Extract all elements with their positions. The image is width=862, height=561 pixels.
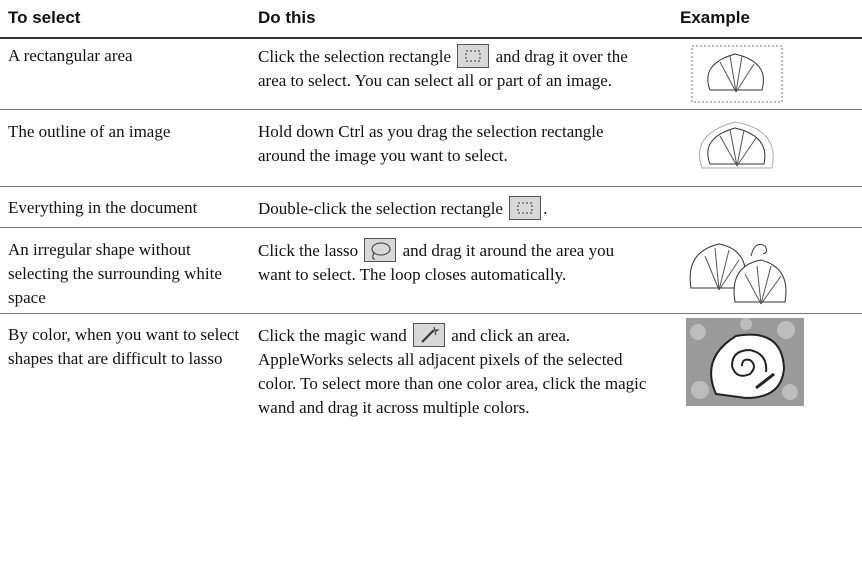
select-cell: The outline of an image bbox=[8, 122, 171, 141]
shell-image bbox=[698, 121, 774, 169]
select-cell: An irregular shape without selecting the… bbox=[8, 240, 222, 307]
rect-icon bbox=[509, 196, 542, 220]
text: . bbox=[543, 199, 548, 218]
do-cell: Click the selection rectangle and drag i… bbox=[258, 44, 653, 93]
do-cell: Hold down Ctrl as you drag the selection… bbox=[258, 122, 604, 165]
shells-image bbox=[689, 243, 787, 305]
select-cell: Everything in the document bbox=[8, 198, 198, 217]
header: Do this bbox=[258, 8, 316, 27]
select-cell: A rectangular area bbox=[8, 46, 133, 65]
shell-image bbox=[686, 318, 804, 406]
rect-icon bbox=[457, 44, 490, 68]
shell-image bbox=[691, 45, 783, 103]
do-cell: Click the magic wand and click an area. … bbox=[258, 323, 648, 420]
row-rule bbox=[0, 186, 862, 187]
wand-icon bbox=[412, 323, 445, 347]
text: Click the selection rectangle bbox=[258, 47, 452, 66]
select-cell: By color, when you want to select shapes… bbox=[8, 325, 240, 368]
header: Example bbox=[680, 8, 750, 27]
do-cell: Click the lasso and drag it around the a… bbox=[258, 238, 643, 287]
row-rule bbox=[0, 227, 862, 228]
row-rule bbox=[0, 313, 862, 314]
row-rule bbox=[0, 109, 862, 110]
text: Double-click the selection rectangle bbox=[258, 199, 503, 218]
text: and drag it over the area to select. You… bbox=[258, 47, 628, 90]
lasso-icon bbox=[364, 238, 397, 262]
text: Click the lasso bbox=[258, 241, 359, 260]
text: Click the magic wand bbox=[258, 326, 407, 345]
text: and drag it around the area you want to … bbox=[258, 241, 615, 284]
header: To select bbox=[8, 8, 81, 27]
header-rule bbox=[0, 37, 862, 39]
text: and click an area. AppleWorks selects al… bbox=[258, 326, 647, 417]
do-cell: Double-click the selection rectangle . bbox=[258, 196, 658, 221]
